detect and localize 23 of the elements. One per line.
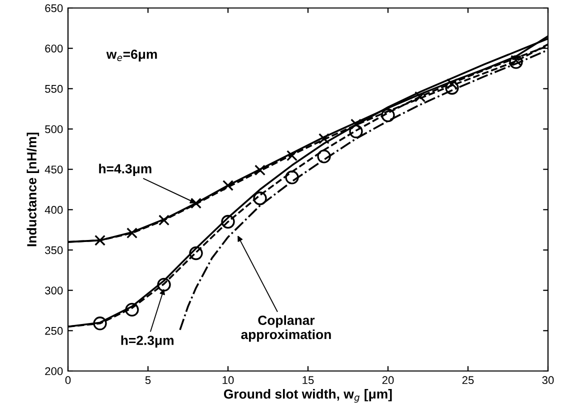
x-tick-label: 0 bbox=[65, 376, 71, 384]
y-axis-title: Inductance [nH/m] bbox=[26, 132, 40, 246]
x-tick-label: 20 bbox=[382, 376, 394, 384]
y-tick-label: 500 bbox=[45, 125, 63, 134]
y-tick-label: 400 bbox=[44, 206, 63, 214]
y-tick-label: 600 bbox=[45, 44, 63, 52]
x-tick-label: 25 bbox=[462, 376, 474, 384]
x-tick-label: 30 bbox=[542, 376, 554, 384]
x-tick-label: 10 bbox=[222, 376, 234, 384]
annotation: h=2.3μm bbox=[121, 335, 174, 348]
y-tick-label: 550 bbox=[45, 84, 63, 93]
annotation: w$_{e}$=6μm bbox=[106, 50, 157, 62]
y-tick-label: 300 bbox=[45, 286, 63, 294]
y-tick-label: 200 bbox=[45, 367, 63, 376]
y-tick-label: 250 bbox=[45, 326, 63, 335]
annotation: h=4.3μm bbox=[99, 164, 152, 176]
x-axis-title: Ground slot width, w$_{g}$ [μm] bbox=[224, 388, 392, 403]
x-tick-label: 5 bbox=[145, 376, 151, 384]
annotation: Coplanar approximation bbox=[241, 315, 331, 342]
x-tick-label: 15 bbox=[302, 376, 314, 384]
y-tick-label: 350 bbox=[45, 246, 63, 254]
y-tick-label: 650 bbox=[45, 4, 63, 12]
y-tick-label: 450 bbox=[44, 166, 63, 174]
